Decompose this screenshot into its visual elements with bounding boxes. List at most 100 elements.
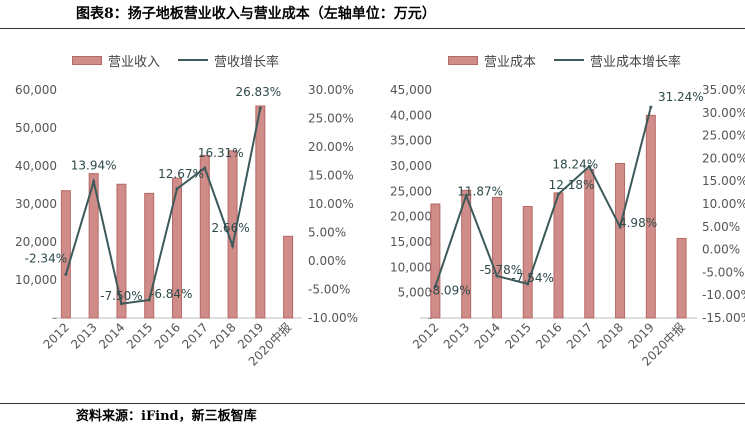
right-axis-tick-label: 0.00% [702, 243, 740, 257]
growth-rate-point [231, 244, 235, 248]
revenue-chart-legend: 营业收入 营收增长率 [72, 50, 279, 70]
right-axis-tick-label: 10.00% [308, 197, 354, 211]
left-axis-tick-label: 50,000 [15, 121, 57, 135]
left-axis-tick-label: 5,000 [398, 286, 432, 300]
legend-line-swatch [554, 59, 585, 61]
left-axis-tick-label: 30,000 [15, 197, 57, 211]
x-axis-category-label: 2016 [152, 320, 183, 351]
left-axis-tick-label: 20,000 [15, 235, 57, 249]
right-axis-tick-label: 30.00% [308, 83, 354, 97]
x-axis-category-label: 2013 [441, 320, 472, 351]
x-axis-category-label: 2014 [96, 320, 127, 351]
left-axis-tick-label: 40,000 [390, 108, 432, 122]
left-axis-tick-label: 30,000 [390, 159, 432, 173]
legend-bar-swatch [72, 55, 102, 65]
bar [88, 173, 99, 319]
growth-rate-data-label: -6.84% [150, 287, 192, 301]
right-axis-tick-label: 20.00% [702, 151, 745, 165]
growth-rate-point [92, 180, 96, 184]
growth-rate-line [434, 106, 652, 287]
growth-rate-data-label: -8.09% [428, 283, 470, 297]
left-axis-tick-label: 15,000 [390, 235, 432, 249]
title-rule [0, 28, 745, 29]
right-axis-tick-label: -10.00% [702, 288, 745, 302]
x-axis-category-label: 2013 [68, 320, 99, 351]
left-axis-tick-label: 25,000 [390, 184, 432, 198]
right-axis-tick-label: 15.00% [308, 169, 354, 183]
growth-rate-data-label: 26.83% [235, 85, 281, 99]
bar [553, 192, 564, 319]
bar [522, 206, 533, 319]
legend-line-label: 营收增长率 [214, 54, 280, 70]
growth-rate-data-label: -2.34% [25, 251, 67, 265]
growth-rate-data-label: 12.67% [158, 167, 204, 181]
x-axis-category-label: 2015 [124, 320, 155, 351]
bar [491, 196, 502, 319]
left-axis-tick-label: 40,000 [15, 159, 57, 173]
footer-rule [0, 403, 745, 404]
growth-rate-point [119, 302, 123, 306]
right-axis-tick-label: 30.00% [702, 106, 745, 120]
left-axis-tick-label: 10,000 [390, 260, 432, 274]
right-axis-tick-label: 20.00% [308, 140, 354, 154]
right-axis-tick-label: -5.00% [308, 283, 350, 297]
left-axis-tick-label: 45,000 [390, 83, 432, 97]
bar [255, 105, 266, 319]
right-axis-tick-label: -5.00% [702, 265, 744, 279]
bar [615, 162, 626, 319]
right-axis-tick-label: 5.00% [702, 220, 740, 234]
right-axis-tick-label: 0.00% [308, 254, 346, 268]
right-axis-tick-label: -15.00% [702, 311, 745, 325]
right-axis-tick-label: 5.00% [308, 226, 346, 240]
growth-rate-point [64, 272, 68, 276]
growth-rate-line [64, 107, 262, 305]
growth-rate-data-label: 31.24% [658, 90, 704, 104]
source-note: 资料来源：iFind，新三板智库 [76, 409, 257, 424]
bar [676, 237, 687, 319]
growth-rate-data-label: -5.78% [480, 263, 522, 277]
growth-rate-data-label: -7.54% [511, 271, 553, 285]
revenue-chart-svg: -10,00020,00030,00040,00050,00060,000-10… [15, 83, 358, 369]
bar [60, 190, 71, 319]
growth-rate-data-label: 11.87% [457, 184, 503, 198]
cost-chart-svg: -5,00010,00015,00020,00025,00030,00035,0… [390, 83, 745, 369]
bar [199, 154, 210, 319]
bar [430, 203, 441, 319]
growth-rate-point [258, 106, 262, 110]
growth-rate-data-label: 2.66% [211, 221, 249, 235]
left-axis-tick-label: 35,000 [390, 134, 432, 148]
figure-title: 图表8：扬子地板营业收入与营业成本（左轴单位：万元） [76, 6, 436, 22]
bar [172, 177, 182, 319]
growth-rate-point [526, 282, 530, 286]
cost-chart-legend: 营业成本 营业成本增长率 [448, 50, 681, 70]
revenue-chart-panel: 营业收入 营收增长率 -10,000 20,000 30,000 40,000 50,0… [0, 29, 372, 403]
growth-rate-point [433, 284, 437, 288]
bar [283, 235, 294, 319]
growth-rate-data-label: 4.98% [619, 216, 657, 230]
growth-rate-point [175, 187, 179, 191]
x-axis-category-label: 2016 [533, 320, 564, 351]
right-axis-tick-label: -10.00% [308, 311, 358, 325]
growth-rate-data-label: -7.50% [100, 289, 142, 303]
x-axis-category-label: 2018 [595, 320, 626, 351]
bar [584, 169, 595, 319]
x-axis-category-label: 2017 [179, 320, 210, 351]
right-axis-tick-label: 10.00% [702, 197, 745, 211]
cost-chart-panel: 营业成本 营业成本增长率 -5,000 10,000 15,000 20,000 25,… [372, 29, 745, 403]
growth-rate-data-label: 18.24% [552, 157, 598, 171]
legend-bar-label: 营业收入 [108, 54, 161, 70]
right-axis-tick-label: 25.00% [702, 129, 745, 143]
x-axis-category-label: 2012 [41, 320, 72, 351]
growth-rate-data-label: 12.18% [549, 178, 595, 192]
growth-rate-point [557, 192, 560, 196]
growth-rate-point [618, 225, 622, 229]
right-axis-tick-label: 15.00% [702, 174, 745, 188]
growth-rate-point [203, 166, 207, 170]
growth-rate-point [649, 105, 653, 109]
x-axis-category-label: 2017 [564, 320, 595, 351]
legend-bar-swatch [448, 55, 478, 65]
legend-line-swatch [178, 59, 209, 61]
right-axis-tick-label: 25.00% [308, 112, 354, 126]
growth-rate-data-label: 13.94% [71, 159, 117, 173]
bar [116, 183, 127, 319]
